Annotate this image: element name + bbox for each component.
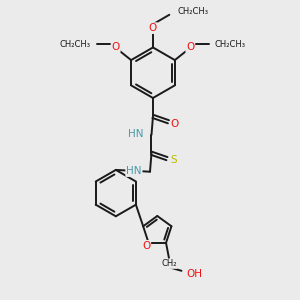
Text: HN: HN xyxy=(128,129,143,139)
Text: HN: HN xyxy=(126,166,142,176)
Text: O: O xyxy=(171,118,179,128)
Text: OH: OH xyxy=(186,269,202,279)
Text: CH₂: CH₂ xyxy=(161,259,177,268)
Text: O: O xyxy=(112,42,120,52)
Text: CH₂CH₃: CH₂CH₃ xyxy=(177,7,208,16)
Text: CH₂CH₃: CH₂CH₃ xyxy=(215,40,246,49)
Text: O: O xyxy=(186,42,194,52)
Text: O: O xyxy=(142,241,150,251)
Text: O: O xyxy=(149,23,157,33)
Text: CH₂CH₃: CH₂CH₃ xyxy=(60,40,91,49)
Text: S: S xyxy=(170,155,177,165)
